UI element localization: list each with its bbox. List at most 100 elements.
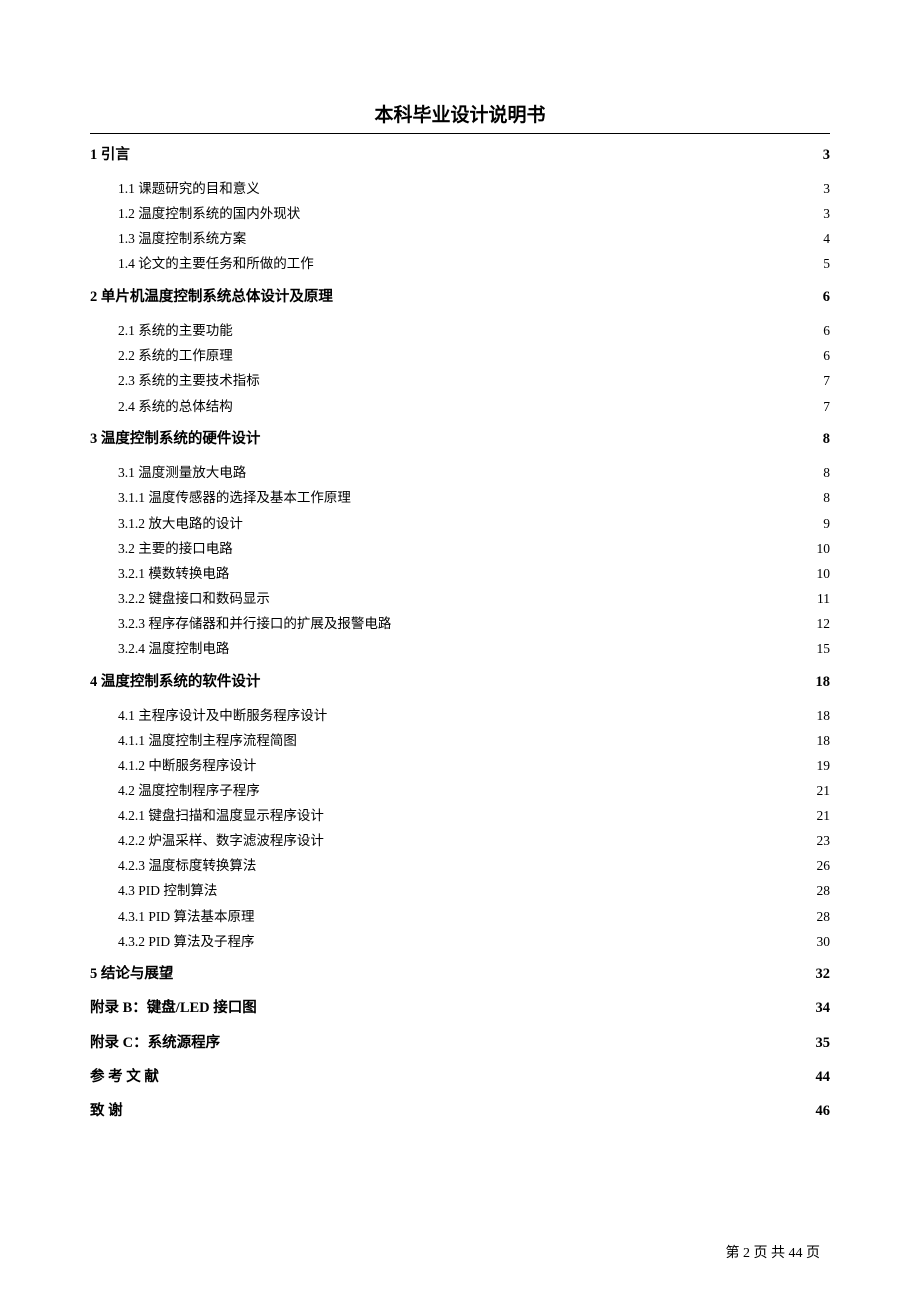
toc-entry: 3.1 温度测量放大电路 8 xyxy=(90,462,830,484)
toc-page-number: 8 xyxy=(823,487,830,509)
toc-page-number: 21 xyxy=(817,780,831,802)
toc-label: 3.2.2 键盘接口和数码显示 xyxy=(118,588,270,610)
toc-entry: 1.3 温度控制系统方案 4 xyxy=(90,228,830,250)
toc-label: 3.2 主要的接口电路 xyxy=(118,538,233,560)
toc-label: 1.3 温度控制系统方案 xyxy=(118,228,246,250)
toc-page-number: 28 xyxy=(817,906,831,928)
toc-entry: 3.1.1 温度传感器的选择及基本工作原理 8 xyxy=(90,487,830,509)
toc-label: 1.2 温度控制系统的国内外现状 xyxy=(118,203,300,225)
toc-entry: 4.1.2 中断服务程序设计 19 xyxy=(90,755,830,777)
toc-page-number: 28 xyxy=(817,880,831,902)
toc-entry: 1 引言 3 xyxy=(90,144,830,167)
toc-page-number: 19 xyxy=(817,755,831,777)
toc-label: 4 温度控制系统的软件设计 xyxy=(90,671,260,694)
toc-entry: 附录 C：系统源程序 35 xyxy=(90,1032,830,1055)
toc-entry: 4.2.2 炉温采样、数字滤波程序设计 23 xyxy=(90,830,830,852)
toc-page-number: 26 xyxy=(817,855,831,877)
toc-page-number: 10 xyxy=(817,563,831,585)
toc-entry: 3.2 主要的接口电路 10 xyxy=(90,538,830,560)
toc-label: 4.2.1 键盘扫描和温度显示程序设计 xyxy=(118,805,324,827)
toc-label: 3.2.3 程序存储器和并行接口的扩展及报警电路 xyxy=(118,613,391,635)
toc-label: 2.3 系统的主要技术指标 xyxy=(118,370,260,392)
toc-page-number: 21 xyxy=(817,805,831,827)
toc-label: 4.1 主程序设计及中断服务程序设计 xyxy=(118,705,327,727)
toc-label: 4.3.1 PID 算法基本原理 xyxy=(118,906,255,928)
toc-entry: 2.3 系统的主要技术指标7 xyxy=(90,370,830,392)
toc-label: 5 结论与展望 xyxy=(90,963,173,986)
toc-page-number: 44 xyxy=(816,1066,831,1089)
toc-page-number: 34 xyxy=(816,997,831,1020)
toc-label: 2 单片机温度控制系统总体设计及原理 xyxy=(90,286,333,309)
toc-label: 3 温度控制系统的硬件设计 xyxy=(90,428,260,451)
toc-page-number: 4 xyxy=(823,228,830,250)
toc-page-number: 10 xyxy=(817,538,831,560)
title-underline xyxy=(90,133,830,134)
toc-label: 2.2 系统的工作原理 xyxy=(118,345,233,367)
toc-page-number: 5 xyxy=(823,253,830,275)
toc-entry: 4 温度控制系统的软件设计 18 xyxy=(90,671,830,694)
toc-label: 3.2.1 模数转换电路 xyxy=(118,563,229,585)
toc-entry: 1.2 温度控制系统的国内外现状 3 xyxy=(90,203,830,225)
toc-entry: 2.2 系统的工作原理6 xyxy=(90,345,830,367)
toc-label: 4.1.2 中断服务程序设计 xyxy=(118,755,256,777)
toc-entry: 5 结论与展望 32 xyxy=(90,963,830,986)
toc-label: 3.2.4 温度控制电路 xyxy=(118,638,229,660)
toc-label: 附录 C：系统源程序 xyxy=(90,1032,220,1055)
toc-page-number: 11 xyxy=(817,588,830,610)
toc-entry: 3 温度控制系统的硬件设计 8 xyxy=(90,428,830,451)
toc-label: 4.1.1 温度控制主程序流程简图 xyxy=(118,730,297,752)
toc-label: 4.2.3 温度标度转换算法 xyxy=(118,855,256,877)
toc-page-number: 9 xyxy=(823,513,830,535)
toc-page-number: 8 xyxy=(823,462,830,484)
toc-page-number: 35 xyxy=(816,1032,831,1055)
toc-label: 3.1.1 温度传感器的选择及基本工作原理 xyxy=(118,487,351,509)
toc-label: 4.3 PID 控制算法 xyxy=(118,880,217,902)
toc-entry: 4.1.1 温度控制主程序流程简图 18 xyxy=(90,730,830,752)
toc-page-number: 6 xyxy=(823,286,830,309)
toc-entry: 附录 B：键盘/LED 接口图34 xyxy=(90,997,830,1020)
toc-entry: 2.4 系统的总体结构 7 xyxy=(90,396,830,418)
toc-entry: 参 考 文 献 44 xyxy=(90,1066,830,1089)
toc-page-number: 32 xyxy=(816,963,831,986)
toc-entry: 1.1 课题研究的目和意义 3 xyxy=(90,178,830,200)
toc-page-number: 3 xyxy=(823,178,830,200)
table-of-contents: 1 引言 3 1.1 课题研究的目和意义 3 1.2 温度控制系统的国内外现状 3 1.3 … xyxy=(90,144,830,1123)
toc-label: 3.1.2 放大电路的设计 xyxy=(118,513,243,535)
page-footer: 第 2 页 共 44 页 xyxy=(726,1242,821,1262)
toc-page-number: 3 xyxy=(823,144,830,167)
toc-label: 4.2.2 炉温采样、数字滤波程序设计 xyxy=(118,830,324,852)
toc-entry: 2.1 系统的主要功能6 xyxy=(90,320,830,342)
toc-page-number: 3 xyxy=(823,203,830,225)
toc-entry: 3.2.1 模数转换电路 10 xyxy=(90,563,830,585)
toc-entry: 3.2.2 键盘接口和数码显示 11 xyxy=(90,588,830,610)
toc-entry: 致 谢46 xyxy=(90,1100,830,1123)
toc-entry: 4.2 温度控制程序子程序21 xyxy=(90,780,830,802)
toc-entry: 4.3 PID 控制算法 28 xyxy=(90,880,830,902)
toc-page-number: 8 xyxy=(823,428,830,451)
toc-page-number: 15 xyxy=(817,638,831,660)
toc-page-number: 30 xyxy=(817,931,831,953)
toc-entry: 2 单片机温度控制系统总体设计及原理 6 xyxy=(90,286,830,309)
page-title: 本科毕业设计说明书 xyxy=(90,100,830,127)
toc-label: 参 考 文 献 xyxy=(90,1066,159,1089)
toc-label: 1.4 论文的主要任务和所做的工作 xyxy=(118,253,314,275)
toc-page-number: 23 xyxy=(817,830,831,852)
toc-label: 2.4 系统的总体结构 xyxy=(118,396,233,418)
toc-entry: 4.3.2 PID 算法及子程序 30 xyxy=(90,931,830,953)
toc-entry: 4.2.3 温度标度转换算法 26 xyxy=(90,855,830,877)
toc-page-number: 18 xyxy=(817,730,831,752)
toc-label: 3.1 温度测量放大电路 xyxy=(118,462,246,484)
toc-page-number: 12 xyxy=(817,613,831,635)
toc-entry: 4.2.1 键盘扫描和温度显示程序设计 21 xyxy=(90,805,830,827)
toc-page-number: 7 xyxy=(823,396,830,418)
toc-entry: 3.2.4 温度控制电路 15 xyxy=(90,638,830,660)
toc-entry: 4.1 主程序设计及中断服务程序设计 18 xyxy=(90,705,830,727)
toc-page-number: 18 xyxy=(816,671,831,694)
toc-entry: 4.3.1 PID 算法基本原理 28 xyxy=(90,906,830,928)
toc-label: 4.3.2 PID 算法及子程序 xyxy=(118,931,255,953)
toc-page-number: 6 xyxy=(823,320,830,342)
toc-entry: 3.2.3 程序存储器和并行接口的扩展及报警电路 12 xyxy=(90,613,830,635)
toc-label: 1.1 课题研究的目和意义 xyxy=(118,178,260,200)
toc-label: 1 引言 xyxy=(90,144,130,167)
toc-page-number: 18 xyxy=(817,705,831,727)
